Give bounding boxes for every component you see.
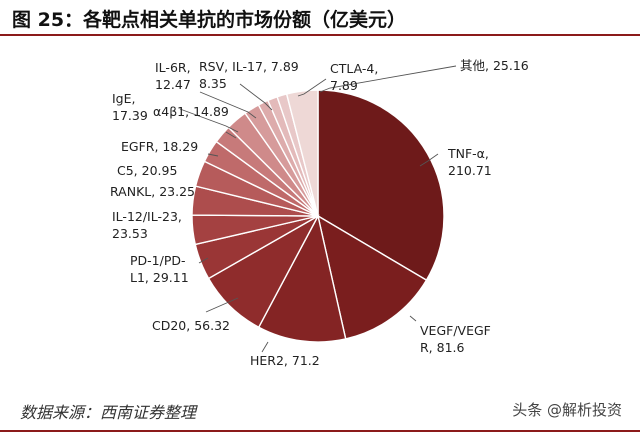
slice-label: RSV, IL-17, 7.89 8.35: [199, 59, 299, 91]
pie-slice-tnf-α: [317, 89, 445, 282]
leader-line: [225, 131, 237, 139]
pie-slice-vegf-vegfr: [316, 214, 428, 340]
pie-chart: TNF-α, 210.71 VEGF/VEGF R, 81.6 HER2, 71.2 CD…: [110, 58, 529, 368]
slice-label: α4β1, 14.89: [153, 104, 229, 119]
slice-label: CTLA-4, 7.89: [330, 61, 378, 93]
source-note: 数据来源：西南证券整理: [20, 403, 197, 422]
slice-label: TNF-α, 210.71: [447, 146, 492, 178]
leader-line: [239, 83, 273, 111]
slice-label: IgE, 17.39: [112, 91, 148, 123]
bottom-rule: [0, 430, 640, 432]
chart-title: 图 25：各靶点相关单抗的市场份额（亿美元）: [12, 9, 407, 31]
slice-label: HER2, 71.2: [250, 353, 320, 368]
slice-label: CD20, 56.32: [152, 318, 230, 333]
leader-line: [409, 315, 417, 322]
leader-line: [297, 78, 327, 97]
watermark: 头条 @解析投资: [508, 399, 626, 420]
slice-label: PD-1/PD-L1, 29.11: [130, 253, 189, 285]
pie-slice-her2: [257, 214, 347, 343]
leader-line: [199, 91, 257, 119]
slice-label: IL-12/IL-23, 23.53: [112, 209, 182, 241]
slice-labels: TNF-α, 210.71 VEGF/VEGF R, 81.6 HER2, 71.2 CD…: [110, 58, 529, 368]
slice-label: EGFR, 18.29: [121, 139, 198, 154]
leader-line: [179, 108, 239, 133]
pie-slice--: [285, 89, 319, 217]
slice-label: RANKL, 23.25: [110, 184, 195, 199]
leader-line: [419, 153, 439, 167]
slice-label: C5, 20.95: [117, 163, 177, 178]
leader-line: [205, 297, 239, 313]
leader-line: [261, 341, 269, 353]
leader-line: [198, 257, 209, 264]
title-bar: 图 25：各靶点相关单抗的市场份额（亿美元）: [0, 0, 640, 36]
leader-lines: [179, 65, 457, 353]
leader-line: [319, 65, 457, 93]
slice-label: VEGF/VEGF R, 81.6: [420, 323, 491, 355]
pie-slices: [191, 89, 445, 343]
slice-label: IL-6R, 12.47: [155, 60, 191, 92]
leader-line: [207, 153, 219, 157]
slice-label: 其他, 25.16: [460, 58, 529, 73]
